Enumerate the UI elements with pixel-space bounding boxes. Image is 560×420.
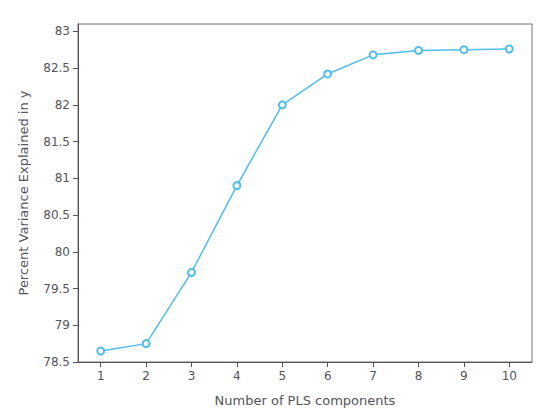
svg-text:82: 82 [55, 98, 70, 112]
svg-text:80.5: 80.5 [43, 208, 70, 222]
svg-text:82.5: 82.5 [43, 61, 70, 75]
svg-text:3: 3 [188, 369, 196, 383]
svg-text:10: 10 [502, 369, 517, 383]
svg-text:81.5: 81.5 [43, 135, 70, 149]
svg-text:83: 83 [55, 24, 70, 38]
svg-text:7: 7 [369, 369, 377, 383]
svg-text:78.5: 78.5 [43, 355, 70, 369]
svg-text:9: 9 [460, 369, 468, 383]
svg-text:8: 8 [415, 369, 423, 383]
svg-text:2: 2 [142, 369, 150, 383]
svg-text:Number of PLS components: Number of PLS components [215, 393, 396, 408]
svg-text:5: 5 [278, 369, 286, 383]
svg-text:4: 4 [233, 369, 241, 383]
svg-text:Percent Variance Explained in: Percent Variance Explained in y [16, 90, 31, 295]
svg-text:80: 80 [55, 245, 70, 259]
svg-text:79.5: 79.5 [43, 282, 70, 296]
svg-text:79: 79 [55, 318, 70, 332]
svg-text:6: 6 [324, 369, 332, 383]
svg-text:1: 1 [97, 369, 105, 383]
svg-text:81: 81 [55, 171, 70, 185]
